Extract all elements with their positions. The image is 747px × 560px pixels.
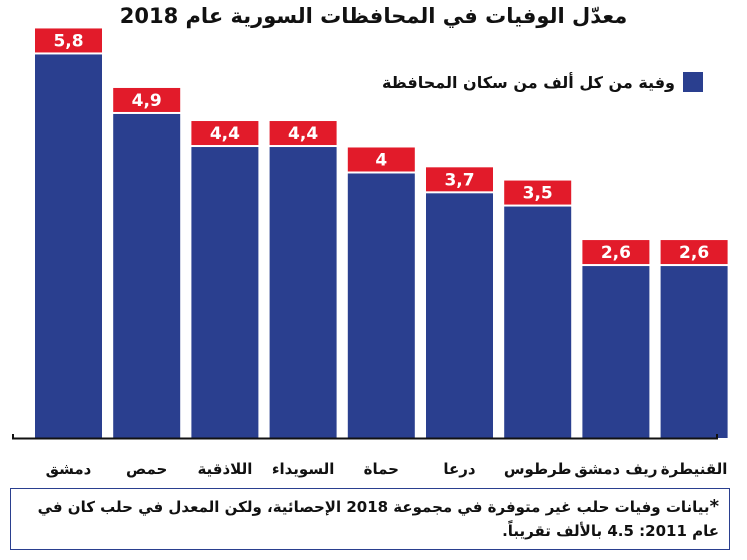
category-label-7: ريف دمشق <box>574 460 657 478</box>
category-label-5: درعا <box>443 460 476 478</box>
bar-8 <box>660 266 728 438</box>
category-label-3: السويداء <box>272 460 335 478</box>
legend: وفية من كل ألف من سكان المحافظة <box>382 72 703 92</box>
bar-7 <box>582 266 650 438</box>
data-label-2: 4,4 <box>210 124 240 144</box>
footnote-text: بيانات وفيات حلب غير متوفرة في مجموعة 20… <box>37 498 719 540</box>
footnote: *بيانات وفيات حلب غير متوفرة في مجموعة 2… <box>10 488 730 550</box>
bar-2 <box>191 147 259 438</box>
data-label-bg-1 <box>113 87 181 112</box>
axis-group: دمشق حمص اللاذقية السويداء حماة درعا طرطوس ريف … <box>12 434 727 478</box>
category-label-4: حماة <box>364 460 399 478</box>
category-label-6: طرطوس <box>504 460 572 478</box>
category-label-8: القنيطرة <box>661 460 728 478</box>
data-label-bg-4 <box>347 147 415 172</box>
data-label-bg-3 <box>269 121 337 146</box>
bar-6 <box>504 206 572 438</box>
bars-group: 5,8 4,9 4,4 4,4 4 3,7 3,5 2,6 2,6 <box>35 28 728 439</box>
data-label-bg-5 <box>426 167 493 192</box>
data-label-bg-7 <box>582 240 650 265</box>
chart-title: معدّل الوفيات في المحافظات السورية عام 2… <box>119 4 628 28</box>
bar-0 <box>35 54 102 439</box>
data-label-8: 2,6 <box>679 243 709 263</box>
footnote-mark: * <box>709 496 719 517</box>
category-label-2: اللاذقية <box>197 460 252 478</box>
category-label-1: حمص <box>126 460 167 478</box>
data-label-3: 4,4 <box>288 124 318 144</box>
bar-chart: 5,8 4,9 4,4 4,4 4 3,7 3,5 2,6 2,6 دمشق حمص اللاذقي… <box>12 28 728 478</box>
data-label-0: 5,8 <box>53 31 83 51</box>
bar-3 <box>269 147 337 438</box>
legend-swatch <box>683 72 703 92</box>
bar-4 <box>347 173 415 438</box>
data-label-7: 2,6 <box>601 243 631 263</box>
data-label-6: 3,5 <box>523 184 553 204</box>
data-label-5: 3,7 <box>444 170 474 190</box>
bar-5 <box>426 193 493 438</box>
data-label-1: 4,9 <box>132 91 162 111</box>
data-label-bg-2 <box>191 121 259 146</box>
data-label-bg-6 <box>504 180 572 205</box>
category-label-0: دمشق <box>46 460 92 478</box>
bar-1 <box>113 113 181 438</box>
data-label-bg-8 <box>660 240 728 265</box>
data-label-bg-0 <box>35 28 102 53</box>
legend-label: وفية من كل ألف من سكان المحافظة <box>381 72 675 92</box>
data-label-4: 4 <box>375 150 387 170</box>
